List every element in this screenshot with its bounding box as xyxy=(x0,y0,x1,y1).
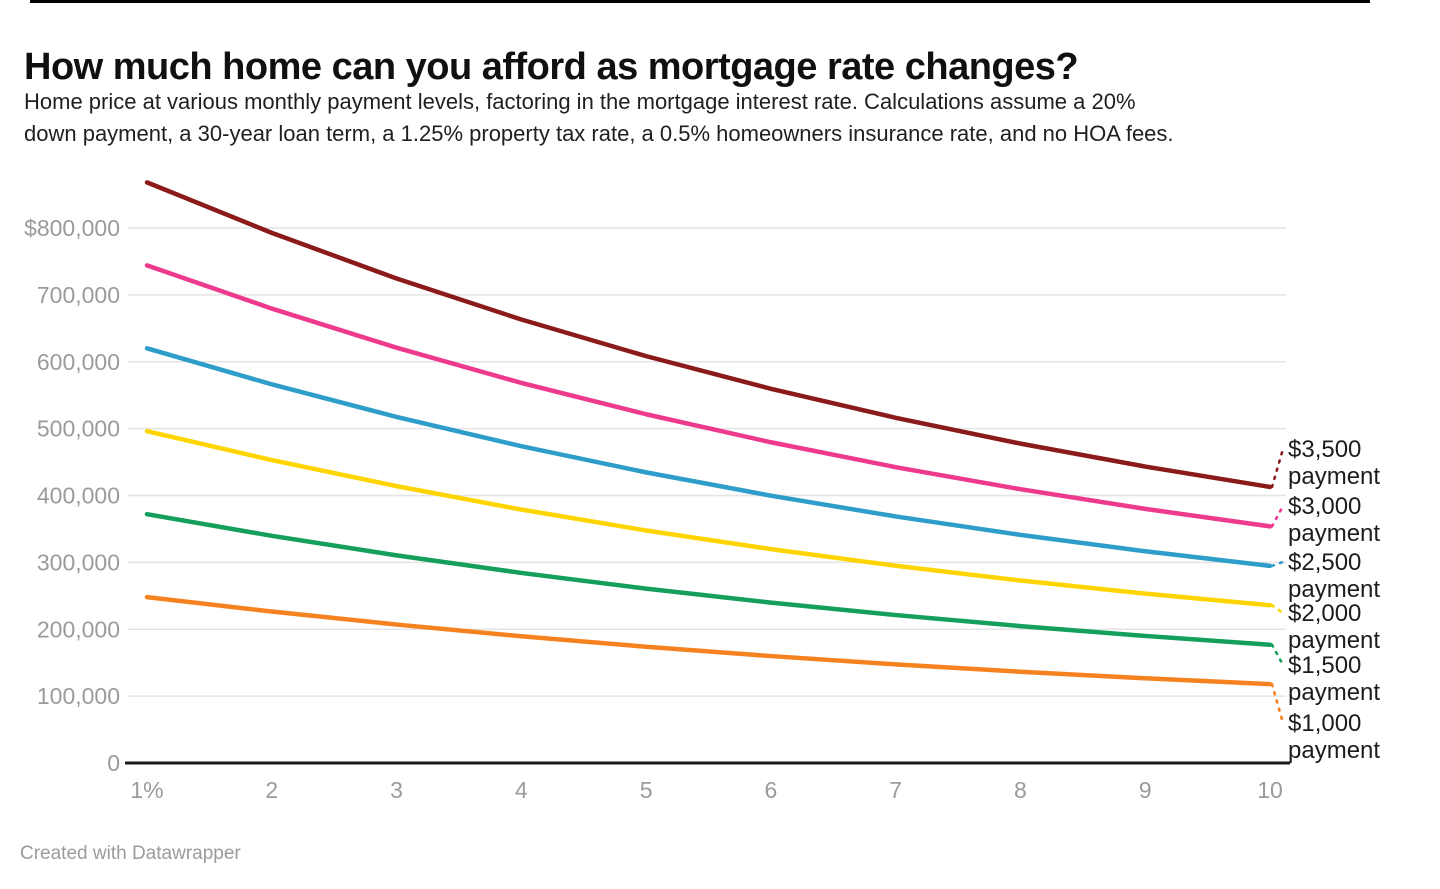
series-label-connector xyxy=(1270,643,1285,667)
series-direct-label: $2,000 xyxy=(1288,600,1361,627)
series-direct-label: $3,000 xyxy=(1288,493,1361,520)
series-line xyxy=(144,346,1273,569)
x-axis-tick-label: 5 xyxy=(640,777,653,803)
series-line xyxy=(144,511,1273,647)
y-axis-tick-label: 100,000 xyxy=(37,683,120,709)
y-axis-tick-label: 500,000 xyxy=(37,416,120,442)
series-label-connector xyxy=(1270,560,1285,568)
x-axis-tick-label: 9 xyxy=(1139,777,1152,803)
series-direct-label: payment xyxy=(1288,520,1380,547)
x-axis-tick-label: 8 xyxy=(1014,777,1027,803)
chart-title: How much home can you afford as mortgage… xyxy=(24,46,1079,89)
series-direct-label: payment xyxy=(1288,679,1380,706)
series-line xyxy=(144,180,1273,490)
x-axis-tick-label: 1% xyxy=(130,777,163,803)
series-label-connector xyxy=(1270,447,1285,489)
y-axis-tick-label: 600,000 xyxy=(37,349,120,375)
x-axis-tick-label: 7 xyxy=(889,777,902,803)
chart-description-line: down payment, a 30-year loan term, a 1.2… xyxy=(24,121,1174,146)
chart-description: Home price at various monthly payment le… xyxy=(24,86,1424,150)
series-direct-label: $1,000 xyxy=(1288,710,1361,737)
x-axis-tick-label: 3 xyxy=(390,777,403,803)
top-border-rule xyxy=(30,0,1370,3)
chart-description-line: Home price at various monthly payment le… xyxy=(24,89,1136,114)
series-line xyxy=(144,263,1273,529)
series-direct-label: payment xyxy=(1288,737,1380,764)
y-axis-tick-label: 0 xyxy=(107,750,120,776)
series-direct-label: $2,500 xyxy=(1288,549,1361,576)
y-axis-tick-label: 300,000 xyxy=(37,549,120,575)
series-line xyxy=(144,594,1273,687)
series-direct-label: $3,500 xyxy=(1288,436,1361,463)
x-axis-tick-label: 4 xyxy=(515,777,528,803)
x-axis-tick-label: 6 xyxy=(764,777,777,803)
y-axis-tick-label: 700,000 xyxy=(37,282,120,308)
series-label-connector xyxy=(1270,603,1285,615)
series-direct-label: payment xyxy=(1288,576,1380,603)
series-direct-label: $1,500 xyxy=(1288,652,1361,679)
y-axis-tick-label: 200,000 xyxy=(37,616,120,642)
x-axis-tick-label: 2 xyxy=(265,777,278,803)
x-axis-tick-label: 10 xyxy=(1257,777,1283,803)
series-line xyxy=(144,428,1273,608)
y-axis-tick-label: $800,000 xyxy=(24,215,120,241)
series-label-connector xyxy=(1270,682,1285,725)
y-axis-tick-label: 400,000 xyxy=(37,483,120,509)
datawrapper-credit: Created with Datawrapper xyxy=(20,843,241,864)
series-direct-label: payment xyxy=(1288,627,1380,654)
series-label-connector xyxy=(1270,504,1285,528)
series-direct-label: payment xyxy=(1288,463,1380,490)
